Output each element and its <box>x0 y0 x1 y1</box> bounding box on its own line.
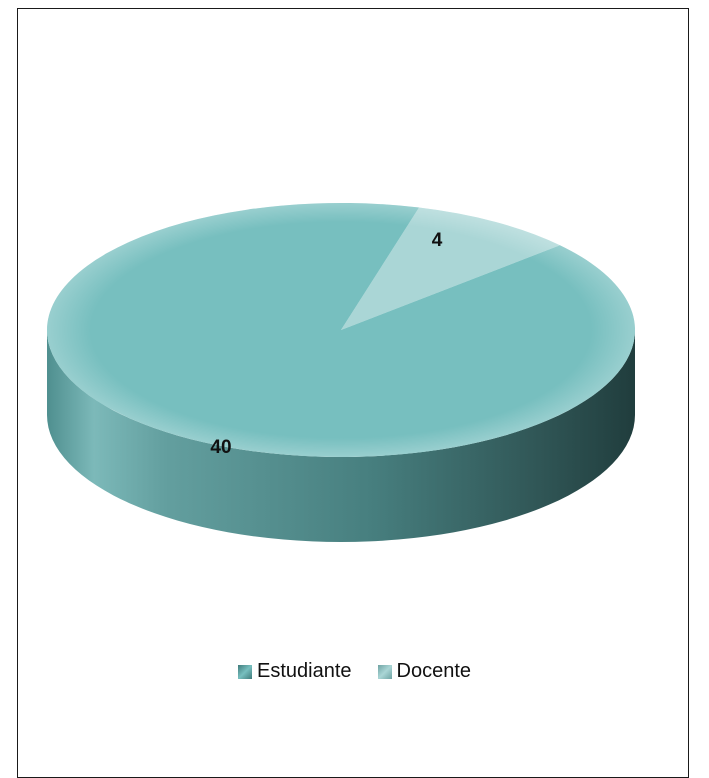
legend-swatch-estudiante <box>237 664 252 679</box>
data-label-docente: 4 <box>432 230 443 251</box>
pie-slices <box>46 203 636 457</box>
legend-entry-docente: Docente <box>377 660 472 683</box>
pie-rim-highlight <box>47 203 635 457</box>
data-label-estudiante: 40 <box>210 437 231 458</box>
pie-side-wall <box>47 330 635 542</box>
legend: Estudiante Docente <box>0 660 709 683</box>
pie-data-labels: 40 4 <box>210 230 442 458</box>
legend-swatch-docente <box>377 664 392 679</box>
legend-entry-estudiante: Estudiante <box>237 660 352 683</box>
pie-side-walls <box>47 330 635 542</box>
legend-label-docente: Docente <box>396 660 472 682</box>
legend-label-estudiante: Estudiante <box>256 660 352 682</box>
